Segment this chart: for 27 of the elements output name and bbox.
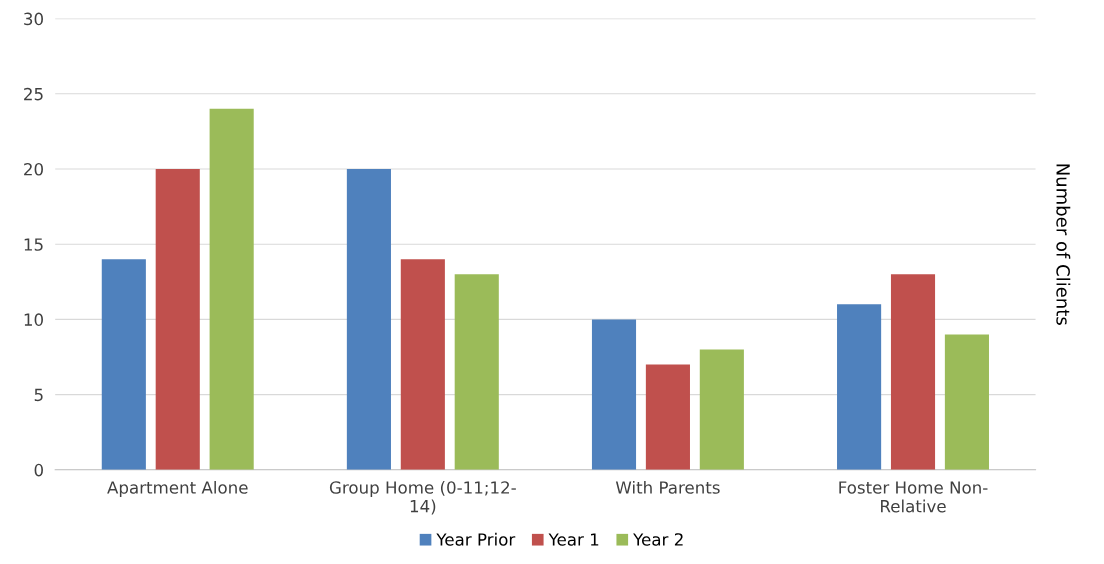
bar: [944, 334, 989, 470]
x-tick-label: With Parents: [615, 480, 720, 494]
bar: [209, 108, 254, 470]
bar: [645, 364, 690, 470]
x-tick-label: Group Home (0-11;12- 14): [329, 480, 516, 515]
y-tick-label: 30: [24, 12, 43, 26]
bar: [101, 259, 146, 470]
y-tick-label: 25: [24, 87, 43, 101]
y-tick-label: 15: [24, 238, 43, 251]
y-tick-label: 10: [24, 313, 43, 326]
bar: [155, 169, 200, 470]
bar: [346, 169, 391, 470]
y-tick-label: 20: [24, 162, 43, 176]
bar: [454, 274, 499, 470]
x-tick-label: Apartment Alone: [107, 480, 248, 498]
y-tick-label: 0: [34, 463, 43, 477]
bar: [400, 259, 445, 470]
legend-label: Year 1: [548, 533, 599, 546]
legend-label: Year Prior: [436, 532, 516, 546]
bar: [699, 349, 744, 470]
y-axis-title: Number of Clients: [1056, 164, 1071, 325]
x-tick-label: Foster Home Non- Relative: [839, 481, 988, 513]
legend-label: Year 2: [633, 533, 683, 546]
bar: [591, 319, 637, 470]
bar: [890, 274, 936, 470]
bar: [837, 304, 882, 470]
y-tick-label: 5: [34, 388, 43, 402]
